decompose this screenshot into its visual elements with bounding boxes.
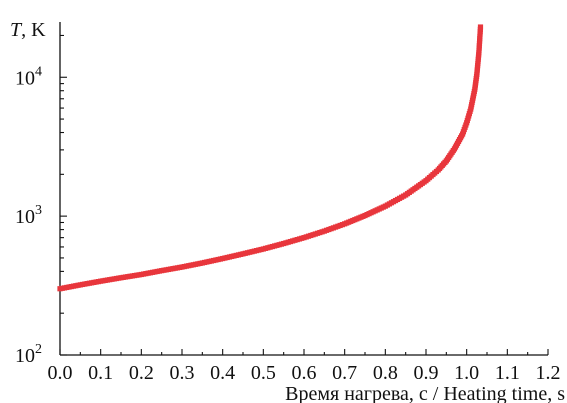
x-tick-label: 0.5	[251, 362, 276, 384]
x-tick-label: 0.1	[88, 362, 113, 384]
y-axis-title: T, K	[10, 19, 46, 41]
y-tick-base: 10	[15, 67, 35, 89]
x-tick-label: 1.1	[495, 362, 520, 384]
x-tick-label: 0.0	[48, 362, 73, 384]
y-tick-exponent: 3	[35, 203, 42, 218]
ticks: 0.0 0.1 0.2 0.3 0.4 0.5 0.6 0.7 0.8 0.9 1.0 1.1 1.2 1…	[15, 34, 561, 384]
x-tick-label: 1.2	[536, 362, 561, 384]
y-tick-base: 10	[15, 345, 35, 367]
data-points	[57, 24, 484, 292]
y-axis-symbol: T	[10, 19, 23, 41]
y-tick-label: 103	[15, 203, 42, 228]
x-axis-title: Время нагрева, с / Heating time, s	[285, 383, 565, 403]
x-tick-label: 0.6	[292, 362, 317, 384]
x-tick-label: 0.3	[170, 362, 195, 384]
x-tick-label: 0.9	[414, 362, 439, 384]
y-tick-exponent: 2	[35, 342, 42, 357]
x-tick-label: 0.2	[129, 362, 154, 384]
y-tick-base: 10	[15, 206, 35, 228]
y-axis-unit: , K	[21, 19, 46, 41]
x-tick-label: 0.8	[373, 362, 398, 384]
y-tick-label: 102	[15, 342, 42, 367]
x-tick-label: 0.7	[332, 362, 357, 384]
x-tick-label: 0.4	[210, 362, 235, 384]
data-point	[477, 24, 484, 30]
y-tick-label: 104	[15, 64, 42, 89]
y-tick-exponent: 4	[35, 64, 42, 79]
x-tick-label: 1.0	[454, 362, 479, 384]
